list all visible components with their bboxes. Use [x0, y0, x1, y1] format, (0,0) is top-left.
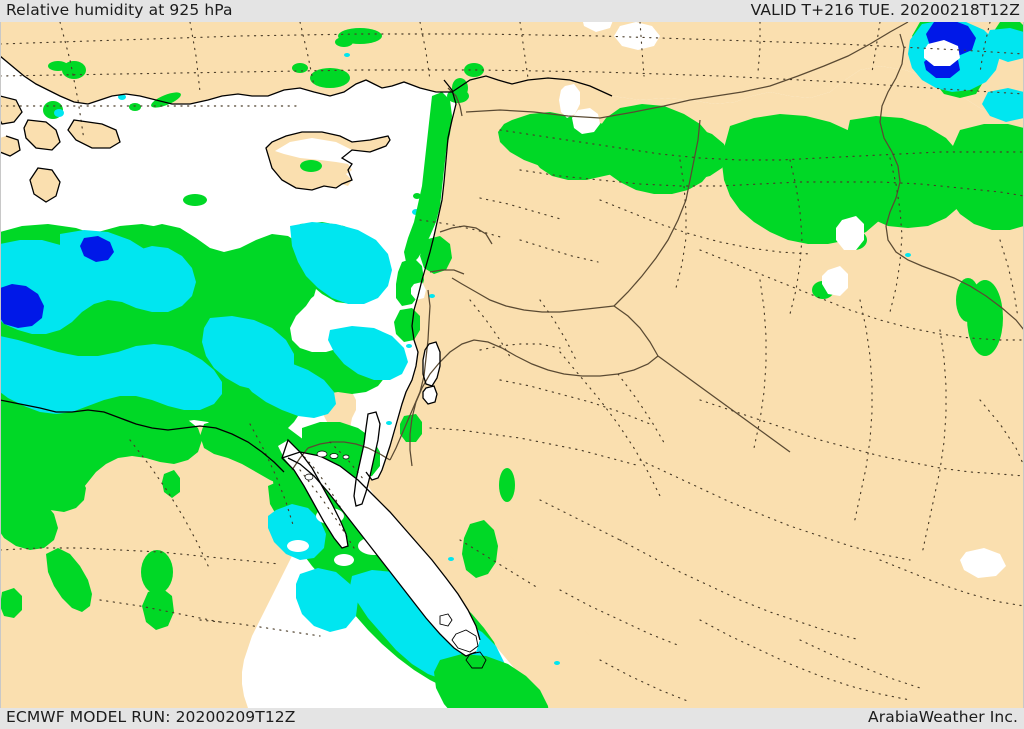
rh-cyan-med-4	[238, 358, 336, 418]
rh-cyan-turkey-ne	[984, 28, 1024, 62]
border-turkey-syria	[465, 21, 909, 119]
water-tharthar	[559, 84, 580, 118]
border-saudi-iraq	[657, 355, 791, 453]
coast-sinai-e	[353, 411, 381, 507]
water-lake-van	[924, 40, 960, 66]
rh-green-egypt-3	[0, 490, 58, 550]
coast-levant	[365, 79, 457, 481]
rh-green-arabia-coast	[462, 520, 498, 578]
rh-cyan-iraq-patch	[982, 88, 1024, 122]
water-dead-sea	[423, 342, 440, 386]
model-run-label: ECMWF MODEL RUN: 20200209T12Z	[6, 708, 296, 726]
valid-time-label: VALID T+216 TUE. 20200218T12Z	[750, 1, 1020, 19]
water-gulf-suez	[278, 440, 348, 548]
rh-green-egypt-blob1	[0, 588, 22, 618]
page-title: Relative humidity at 925 hPa	[6, 1, 233, 19]
coast-sinai-w	[281, 438, 349, 549]
land-rhodes	[30, 168, 60, 202]
border-egypt-sudan-e	[291, 447, 309, 471]
coast-aegean-b	[23, 119, 61, 151]
rh-green-iraq-ne	[946, 124, 1024, 230]
humidity-shading-layer	[0, 20, 1024, 729]
land-arabia-sw	[470, 500, 1024, 729]
coast-aegean-c	[67, 119, 121, 149]
coast-redsea-w	[287, 457, 477, 657]
land-crete-e	[0, 136, 20, 156]
rh-green-egypt-tail	[46, 548, 92, 612]
rh-green-egypt-blob2	[142, 588, 174, 630]
coast-turkey-south	[0, 55, 613, 105]
dotted-grid-layer	[0, 21, 1024, 703]
rh-cyan-strip-e	[328, 326, 408, 380]
coast-crete-e	[0, 135, 21, 157]
rh-cyan-redsea-1	[268, 504, 326, 560]
rh-green-iraq-e	[842, 116, 968, 228]
border-syria-jordan	[451, 277, 615, 313]
rh-cyan-redsea-3	[296, 568, 358, 632]
border-jordan-saudi	[409, 339, 659, 467]
border-lebanon-syria	[439, 225, 493, 245]
rh-blue-med-1	[0, 284, 44, 328]
coast-rhodes	[29, 167, 61, 203]
coast-cyprus	[265, 131, 391, 191]
water-gulf-sm	[960, 548, 1006, 578]
land-aegean-3	[68, 120, 120, 148]
border-egypt-israel	[307, 441, 391, 461]
coast-egypt-north	[0, 399, 285, 473]
water-dead-sea-s	[423, 386, 437, 404]
water-red-sea	[282, 452, 480, 656]
water-razzaza	[572, 108, 600, 134]
border-iraq-iran	[879, 33, 1024, 331]
land-cyprus	[266, 132, 390, 190]
border-jordan-iraq	[613, 305, 659, 357]
rh-blue-med-2	[80, 236, 114, 262]
coastline-layer	[0, 55, 613, 669]
water-iraq-lake4	[822, 266, 848, 296]
rh-green-lebanon	[420, 236, 452, 274]
coast-dead-sea-s	[422, 385, 438, 405]
rh-cyan-med-2	[0, 336, 222, 414]
border-israel-jordan	[389, 289, 431, 461]
rh-green-syria-big	[592, 104, 716, 194]
rh-cyan-desert-dots	[386, 253, 911, 665]
border-lebanon-israel	[429, 269, 465, 275]
brand-label: ArabiaWeather Inc.	[868, 708, 1018, 726]
water-iraq-lake3	[836, 216, 864, 250]
rh-green-levant-coast	[404, 92, 452, 264]
water-galilee	[411, 282, 426, 300]
rh-cyan-med-ne	[290, 222, 392, 304]
land-aegean-1	[0, 96, 22, 124]
border-syria-iraq	[613, 119, 701, 307]
small-lakes-layer	[304, 450, 350, 481]
borders-layer	[291, 21, 1024, 471]
rh-green-egypt-blob3	[162, 470, 180, 498]
coast-redsea-e	[281, 451, 481, 641]
land-aegean-2	[24, 120, 60, 150]
coast-aegean-a	[0, 95, 23, 125]
water-turkey-lake	[614, 22, 660, 50]
